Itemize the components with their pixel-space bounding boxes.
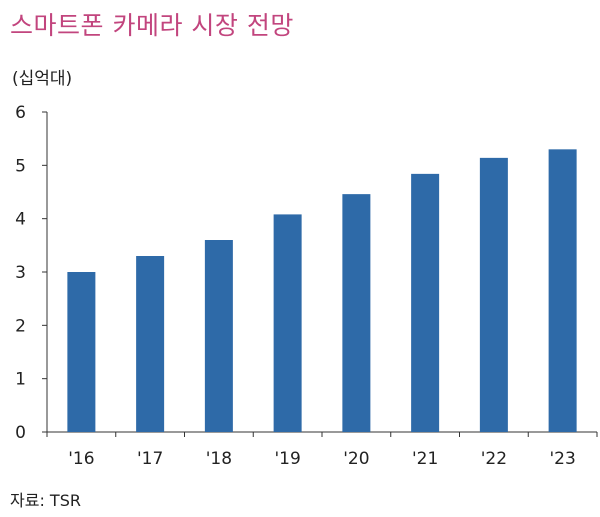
x-tick-label: '18 [206, 449, 232, 469]
chart-axes [42, 111, 598, 437]
bar-7 [548, 149, 577, 433]
bar-2 [204, 240, 233, 432]
x-tick-label: '23 [549, 449, 575, 469]
x-tick-label: '21 [412, 449, 438, 469]
y-tick-labels: 0 1 2 3 4 5 6 [15, 103, 26, 443]
bar-0 [67, 272, 96, 432]
bar-4 [342, 194, 371, 432]
bar-5 [411, 173, 440, 432]
y-tick-label: 4 [15, 210, 26, 230]
bar-1 [136, 256, 165, 432]
chart-title: 스마트폰 카메라 시장 전망 [10, 11, 294, 40]
source-note: 자료: TSR [10, 491, 81, 510]
x-tick-label: '17 [137, 449, 163, 469]
unit-label: (십억대) [12, 69, 73, 89]
y-tick-label: 3 [15, 263, 26, 283]
y-tick-label: 2 [15, 316, 26, 336]
bar-6 [479, 157, 508, 432]
x-tick-labels: '16 '17 '18 '19 '20 '21 '22 '23 [68, 449, 576, 469]
y-tick-label: 0 [15, 423, 26, 443]
y-tick-label: 5 [15, 156, 26, 176]
x-tick-label: '22 [481, 449, 507, 469]
y-tick-label: 6 [15, 103, 26, 123]
y-tick-label: 1 [15, 370, 26, 390]
x-tick-label: '16 [68, 449, 94, 469]
x-tick-label: '19 [274, 449, 300, 469]
chart-bars [67, 149, 577, 433]
x-tick-label: '20 [343, 449, 369, 469]
bar-3 [273, 214, 302, 432]
